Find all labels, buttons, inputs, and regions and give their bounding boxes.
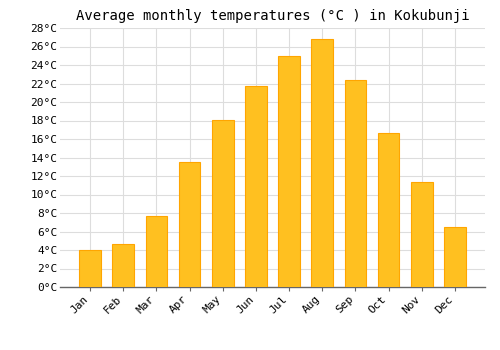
- Bar: [245, 86, 266, 287]
- Bar: [344, 80, 366, 287]
- Bar: [312, 39, 333, 287]
- Bar: [146, 216, 167, 287]
- Bar: [378, 133, 400, 287]
- Bar: [278, 56, 300, 287]
- Bar: [212, 120, 234, 287]
- Bar: [80, 250, 101, 287]
- Title: Average monthly temperatures (°C ) in Kokubunji: Average monthly temperatures (°C ) in Ko…: [76, 9, 469, 23]
- Bar: [411, 182, 432, 287]
- Bar: [179, 162, 201, 287]
- Bar: [112, 244, 134, 287]
- Bar: [444, 227, 466, 287]
